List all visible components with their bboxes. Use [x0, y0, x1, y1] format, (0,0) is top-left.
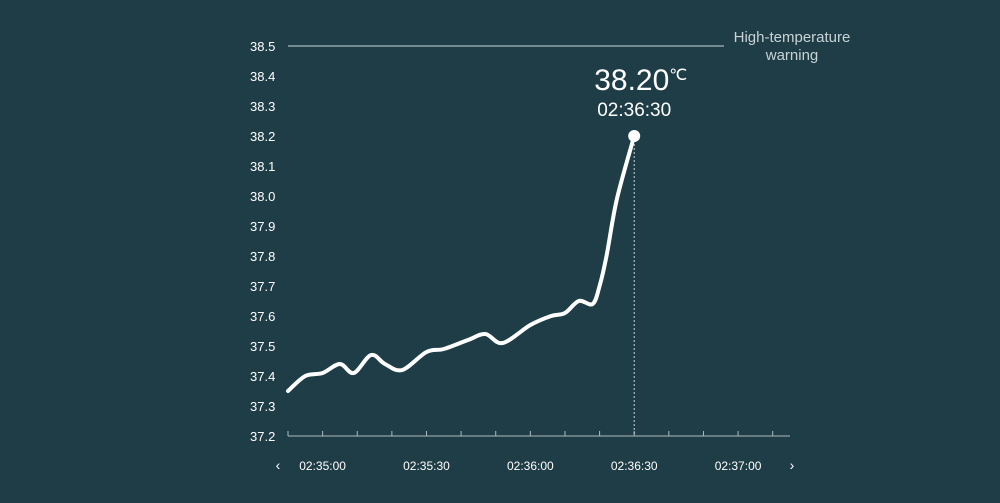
x-tick-label: 02:37:00	[715, 459, 762, 473]
y-tick-label: 38.1	[250, 159, 275, 174]
y-tick-label: 37.9	[250, 219, 275, 234]
y-tick-label: 37.6	[250, 309, 275, 324]
y-tick-label: 38.3	[250, 99, 275, 114]
x-tick-label: 02:35:30	[403, 459, 450, 473]
y-tick-label: 38.0	[250, 189, 275, 204]
x-tick-label: 02:36:30	[611, 459, 658, 473]
temperature-series-line	[286, 134, 637, 393]
y-tick-label: 37.8	[250, 249, 275, 264]
x-tick-label: 02:35:00	[299, 459, 346, 473]
y-tick-label: 37.7	[250, 279, 275, 294]
y-tick-label: 38.5	[250, 39, 275, 54]
next-arrow-icon[interactable]: ›	[790, 457, 795, 473]
y-tick-label: 37.3	[250, 399, 275, 414]
y-tick-label: 37.2	[250, 429, 275, 444]
x-tick-label: 02:36:00	[507, 459, 554, 473]
previous-arrow-icon[interactable]: ‹	[276, 457, 281, 473]
high-temperature-warning-label: High-temperature warning	[734, 29, 851, 64]
y-tick-label: 38.4	[250, 69, 275, 84]
highlight-time: 02:36:30	[597, 100, 671, 121]
x-axis: 02:35:00 02:35:30 02:36:00 02:36:30 02:37:00	[287, 431, 774, 473]
y-tick-label: 37.4	[250, 369, 275, 384]
y-tick-label: 37.5	[250, 339, 275, 354]
highlight-point	[628, 130, 641, 142]
highlight-value-unit: ℃	[669, 67, 687, 84]
highlight-value: 38.20℃	[594, 64, 687, 97]
y-tick-label: 38.2	[250, 129, 275, 144]
highlight-value-number: 38.20	[594, 64, 669, 97]
y-axis: 37.2 37.3 37.4 37.5 37.6 37.7 37.8 37.9 38.0 38.1…	[250, 39, 275, 444]
